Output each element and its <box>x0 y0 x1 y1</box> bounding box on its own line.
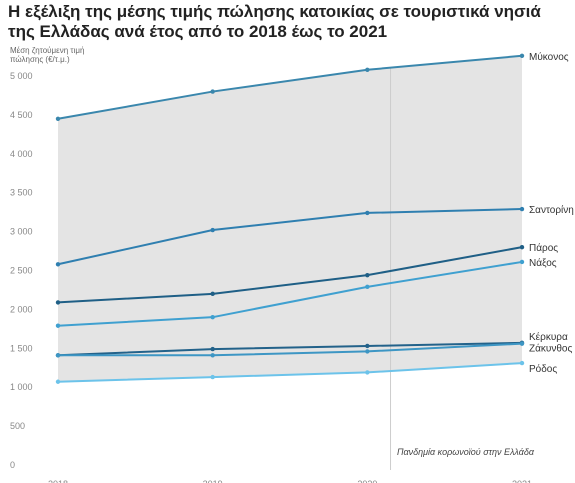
data-point <box>210 353 215 358</box>
annotation-group: Πανδημία κορωνοϊού στην Ελλάδα <box>390 67 535 470</box>
data-point <box>210 374 215 380</box>
series-labels: Μύκονος Σαντορίνη Πάρος Νάξος ΚέρκυραΖάκυνθο… <box>529 51 574 375</box>
series-line <box>58 342 523 357</box>
series-line <box>57 246 523 304</box>
data-point <box>365 272 370 278</box>
data-point <box>210 89 215 94</box>
y-tick-label: 5 000 <box>10 71 33 81</box>
data-point <box>210 314 215 320</box>
x-tick-label: 2019 <box>203 479 223 483</box>
series-label: Μύκονος <box>529 51 569 63</box>
series-line <box>57 341 523 357</box>
data-point <box>210 227 215 233</box>
series-label: Πάρος <box>529 242 558 254</box>
series-line <box>57 208 523 266</box>
data-point <box>55 116 61 121</box>
data-point <box>55 300 61 305</box>
y-tick-label: 500 <box>10 421 25 431</box>
x-tick-label: 2021 <box>512 479 532 483</box>
y-tick-label: 1 000 <box>10 382 33 392</box>
range-band <box>58 55 522 382</box>
range-band-area <box>58 55 522 382</box>
series-label: Ζάκυνθος <box>529 343 572 355</box>
data-point <box>365 370 370 375</box>
data-point <box>519 360 525 366</box>
data-point <box>55 262 61 267</box>
data-point <box>519 341 525 346</box>
series-lines <box>57 54 523 383</box>
data-point <box>365 284 370 290</box>
data-point <box>55 323 61 328</box>
y-tick-label: 1 500 <box>10 343 33 353</box>
series-points <box>55 53 525 384</box>
data-point <box>519 259 525 265</box>
series-line <box>57 54 523 120</box>
y-tick-label: 2 500 <box>10 266 33 276</box>
data-point <box>210 346 215 352</box>
x-axis-ticks: 2018 2019 2020 2021 <box>48 479 532 483</box>
x-tick-label: 2018 <box>48 479 68 483</box>
data-point <box>519 244 525 250</box>
x-tick-label: 2020 <box>357 479 377 483</box>
data-point <box>210 291 215 297</box>
data-point <box>365 67 370 72</box>
data-point <box>365 210 370 216</box>
series-label: Σαντορίνη <box>529 204 574 216</box>
annotation-text: Πανδημία κορωνοϊού στην Ελλάδα <box>397 447 535 457</box>
y-tick-label: 4 500 <box>10 110 33 120</box>
series-line <box>57 362 523 383</box>
y-axis-label: Μέση ζητούμενη τιμή πώλησης (€/τ.μ.) <box>10 46 85 64</box>
y-tick-label: 4 000 <box>10 149 33 159</box>
series-line <box>57 260 523 327</box>
data-point <box>519 53 525 58</box>
data-point <box>365 343 370 349</box>
series-label: Ρόδος <box>529 363 557 375</box>
data-point <box>55 353 61 358</box>
data-point <box>55 379 61 384</box>
data-point <box>365 349 370 354</box>
y-axis-ticks: 0 500 1 000 1 500 2 000 2 500 3 000 3 500 4 000 4… <box>10 71 33 470</box>
y-tick-label: 3 500 <box>10 188 33 198</box>
series-label: Νάξος <box>529 257 557 269</box>
y-tick-label: 2 000 <box>10 304 33 314</box>
y-tick-label: 0 <box>10 460 15 470</box>
series-label: Κέρκυρα <box>529 331 568 343</box>
data-point <box>519 206 525 212</box>
y-tick-label: 3 000 <box>10 227 33 237</box>
chart-title: Η εξέλιξη της μέσης τιμής πώλησης κατοικ… <box>8 2 541 41</box>
